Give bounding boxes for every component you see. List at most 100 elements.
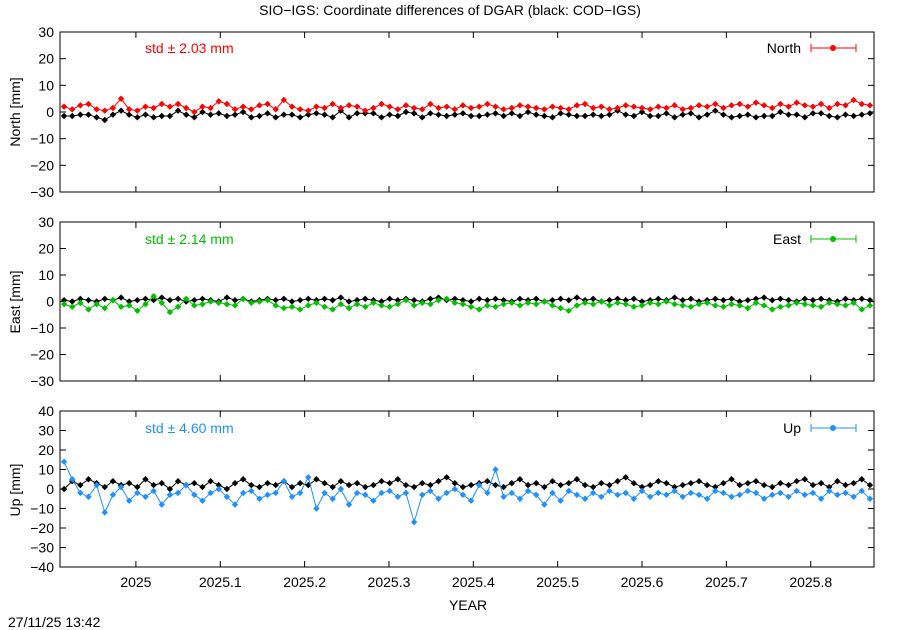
east-data-point — [117, 294, 125, 301]
north-data-point — [752, 114, 760, 121]
east-data-point — [785, 302, 792, 309]
up-data-point — [337, 485, 345, 493]
east-data-point — [305, 302, 312, 309]
east-data-point — [492, 295, 499, 303]
north-data-point — [353, 103, 361, 110]
up-data-point — [638, 483, 646, 491]
up-data-point — [142, 493, 149, 500]
up-data-point — [785, 493, 792, 500]
north-data-point — [125, 106, 133, 113]
north-data-point — [239, 108, 247, 116]
up-data-point — [427, 481, 434, 489]
up-data-point — [687, 479, 695, 487]
up-data-point — [248, 487, 255, 495]
up-data-point — [492, 481, 499, 489]
up-data-point — [760, 481, 768, 489]
up-data-point — [801, 491, 809, 499]
east-data-point — [296, 296, 304, 304]
north-data-point — [215, 98, 222, 105]
north-data-point — [801, 114, 809, 121]
north-data-point — [785, 111, 792, 118]
north-data-point — [109, 104, 117, 112]
east-data-point — [532, 295, 540, 303]
east-data-point — [671, 294, 678, 301]
up-data-point — [93, 481, 100, 489]
up-data-point — [402, 489, 410, 497]
east-data-point — [606, 296, 613, 304]
north-data-point — [476, 112, 483, 120]
up-data-point — [321, 489, 328, 497]
east-data-point — [166, 308, 174, 316]
north-data-point — [117, 107, 125, 114]
north-data-point — [508, 110, 515, 117]
up-data-point — [296, 479, 304, 487]
north-data-point — [125, 111, 133, 118]
up-ytick-label: −20 — [30, 520, 54, 536]
east-data-point — [410, 296, 418, 304]
up-plot: −40 −30 −20 −10 0 10 20 30 40 2025 2025.1 2025.2 202… — [30, 403, 875, 590]
north-data-point — [166, 112, 174, 120]
east-data-point — [500, 296, 507, 304]
north-data-point — [663, 104, 670, 112]
up-data-point — [174, 489, 182, 497]
up-data-point — [239, 489, 247, 497]
north-data-point — [809, 103, 817, 110]
east-data-point — [866, 296, 874, 304]
east-data-point — [280, 295, 288, 303]
up-data-point — [744, 487, 752, 495]
plot-layer: −30 −20 −10 0 10 20 30 −30 −20 −10 0 10 20 30 −40 −30 −2… — [30, 24, 875, 590]
east-data-point — [484, 302, 491, 309]
up-data-point — [842, 481, 849, 489]
east-data-point — [834, 300, 841, 308]
north-data-point — [199, 108, 206, 116]
north-data-point — [158, 112, 165, 120]
east-data-point — [85, 296, 92, 304]
east-data-point — [679, 296, 686, 304]
up-series-colored — [60, 458, 874, 526]
north-data-point — [638, 104, 646, 112]
up-data-point — [630, 495, 638, 502]
north-data-point — [736, 112, 743, 120]
up-data-point — [622, 489, 629, 497]
east-data-point — [451, 299, 458, 307]
east-data-point — [207, 298, 214, 305]
up-data-point — [394, 493, 402, 500]
north-data-point — [606, 111, 613, 118]
up-data-point — [378, 489, 385, 497]
east-data-point — [712, 302, 719, 309]
up-data-point — [500, 483, 507, 491]
north-data-point — [532, 111, 540, 118]
east-data-point — [288, 303, 296, 310]
east-data-point — [581, 299, 589, 307]
east-data-point — [801, 295, 809, 303]
north-data-point — [321, 104, 328, 112]
north-series-line — [63, 97, 870, 113]
up-data-point — [419, 479, 426, 487]
east-data-point — [125, 298, 133, 305]
east-data-point — [655, 295, 662, 303]
north-plot-frame — [59, 31, 875, 193]
north-data-point — [492, 110, 499, 117]
north-data-point — [296, 114, 304, 121]
up-data-point — [329, 495, 336, 502]
up-data-point — [182, 481, 190, 489]
up-data-point — [671, 487, 678, 495]
north-data-point — [549, 103, 556, 110]
east-data-point — [573, 294, 581, 301]
north-data-point — [93, 106, 100, 113]
up-data-point — [728, 476, 735, 483]
up-data-point — [655, 489, 662, 497]
east-data-point — [736, 298, 743, 305]
up-data-point — [834, 491, 841, 499]
east-data-point — [134, 296, 141, 304]
north-data-point — [777, 100, 784, 108]
east-data-point — [842, 295, 849, 303]
up-data-point — [614, 491, 621, 499]
north-data-point — [410, 110, 418, 117]
east-data-point — [231, 296, 239, 304]
east-data-point — [777, 303, 784, 310]
north-data-point — [370, 110, 377, 117]
east-data-point — [370, 299, 377, 307]
up-data-point — [532, 491, 540, 499]
north-data-point — [630, 112, 638, 120]
